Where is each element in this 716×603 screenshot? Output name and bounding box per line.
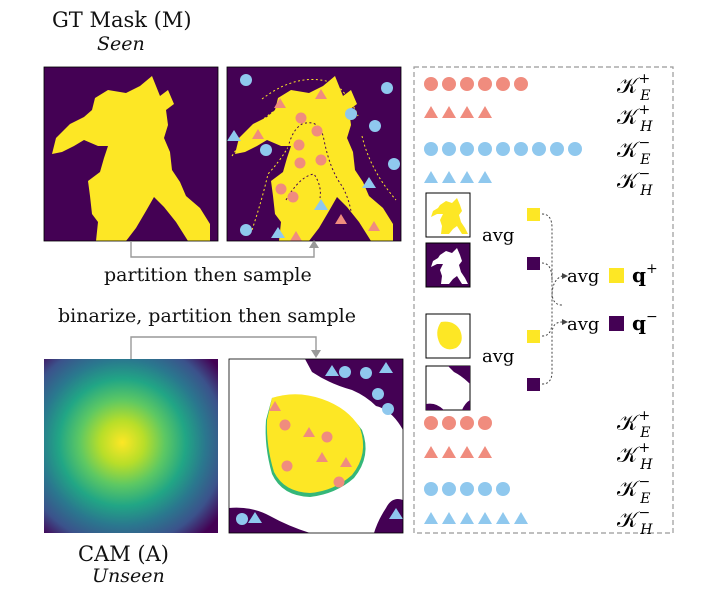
binarize-arrow-head bbox=[311, 350, 321, 358]
avg-label-top: avg bbox=[482, 225, 514, 246]
seen-subtitle: Seen bbox=[97, 33, 145, 55]
partition-arrow bbox=[130, 241, 315, 258]
gt-easy-positive-samples bbox=[275, 112, 327, 203]
proto-square-cam-bg bbox=[527, 378, 540, 391]
bottom-easy-negative-row bbox=[424, 482, 510, 496]
cam-easy-positive-samples bbox=[279, 419, 345, 488]
gt-hard-negative-samples bbox=[227, 130, 376, 238]
gt-mask-image bbox=[43, 66, 219, 242]
cam-heatmap-image bbox=[44, 359, 218, 533]
top-hard-negative-row bbox=[424, 171, 492, 183]
q-minus-label: q− bbox=[632, 309, 658, 335]
q-plus-label: q+ bbox=[632, 261, 658, 287]
avg-brackets bbox=[541, 213, 563, 385]
memory-bank-panel bbox=[413, 66, 674, 534]
gt-hard-positive-samples bbox=[252, 89, 380, 241]
avg-label-minus: avg bbox=[567, 314, 599, 335]
gt-easy-negative-samples bbox=[240, 74, 400, 236]
q-minus-square bbox=[609, 316, 624, 331]
proto-square-gt-fg bbox=[527, 208, 540, 221]
bottom-hard-negative-row bbox=[424, 512, 528, 524]
label-kh-plus-top: 𝒦+ H bbox=[617, 102, 653, 135]
label-kh-minus-top: 𝒦− H bbox=[617, 166, 653, 199]
bottom-k-labels: 𝒦+ E 𝒦+ H 𝒦− E 𝒦− H bbox=[617, 408, 653, 538]
label-kh-plus-bottom: 𝒦+ H bbox=[617, 440, 653, 473]
thumb-cam-bg bbox=[425, 365, 471, 411]
gt-partition-image bbox=[226, 66, 402, 242]
avg-label-bottom: avg bbox=[482, 346, 514, 367]
bottom-hard-positive-row bbox=[424, 446, 492, 458]
bottom-easy-positive-row bbox=[424, 416, 492, 430]
proto-square-gt-bg bbox=[527, 257, 540, 270]
q-plus-square bbox=[609, 268, 624, 283]
partition-label: partition then sample bbox=[104, 264, 312, 286]
label-ke-plus-top: 𝒦+ E bbox=[617, 71, 650, 104]
unseen-subtitle: Unseen bbox=[92, 565, 165, 587]
label-kh-minus-bottom: 𝒦− H bbox=[617, 505, 653, 538]
bracket-arrow-plus bbox=[562, 273, 568, 279]
cam-title: CAM (A) bbox=[78, 542, 169, 566]
avg-labels: avg avg avg avg bbox=[482, 225, 599, 367]
top-easy-positive-row bbox=[424, 77, 528, 91]
proto-square-cam-fg bbox=[527, 330, 540, 343]
thumb-cam-fg bbox=[425, 313, 471, 359]
gt-mask-title: GT Mask (M) bbox=[52, 10, 192, 31]
top-hard-positive-row bbox=[424, 106, 492, 118]
label-ke-minus-top: 𝒦− E bbox=[617, 135, 650, 168]
cam-easy-negative-samples bbox=[236, 366, 394, 525]
top-easy-negative-row bbox=[424, 142, 582, 156]
label-ke-minus-bottom: 𝒦− E bbox=[617, 474, 650, 507]
gt-mask-figure bbox=[52, 76, 210, 241]
top-k-labels: 𝒦+ E 𝒦+ H 𝒦− E 𝒦− H bbox=[617, 71, 653, 199]
binarize-arrow bbox=[130, 336, 317, 359]
partition-arrow-head bbox=[309, 240, 319, 248]
cam-partition-image bbox=[228, 358, 404, 534]
thumb-gt-bg bbox=[425, 242, 471, 288]
gt-mask-title-text: GT Mask (M) bbox=[52, 8, 192, 32]
cam-hard-positive-samples bbox=[269, 401, 352, 467]
binarize-label: binarize, partition then sample bbox=[58, 305, 356, 327]
cam-hard-negative-samples bbox=[248, 362, 403, 523]
label-ke-plus-bottom: 𝒦+ E bbox=[617, 408, 650, 441]
thumb-gt-fg bbox=[425, 192, 471, 238]
avg-label-plus: avg bbox=[567, 266, 599, 287]
bracket-arrow-minus bbox=[562, 319, 568, 325]
